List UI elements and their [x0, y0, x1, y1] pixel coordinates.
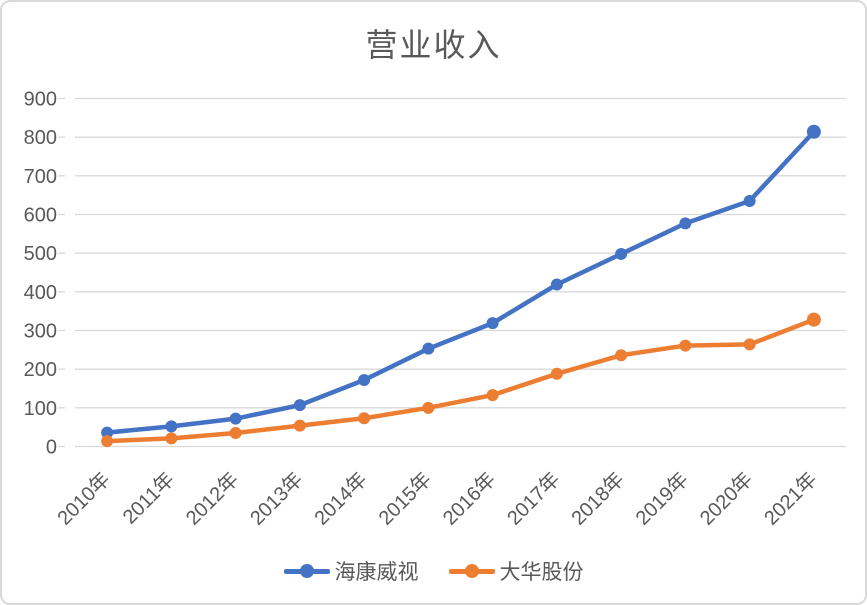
legend-label: 海康威视: [334, 561, 419, 584]
legend-line-marker-icon: [283, 564, 330, 578]
svg-text:100: 100: [24, 398, 57, 420]
svg-text:500: 500: [24, 243, 57, 265]
chart-title: 营业收入: [365, 27, 502, 63]
legend-dot-icon: [464, 564, 479, 578]
svg-text:2016年: 2016年: [438, 468, 500, 530]
svg-text:900: 900: [24, 89, 57, 111]
svg-text:200: 200: [24, 359, 57, 381]
svg-text:700: 700: [24, 166, 57, 188]
svg-text:2015年: 2015年: [374, 468, 436, 530]
legend-item-series-0: 海康威视: [283, 556, 419, 586]
svg-text:2011年: 2011年: [118, 468, 179, 529]
svg-text:2019年: 2019年: [631, 468, 693, 530]
svg-text:400: 400: [24, 282, 57, 304]
svg-text:2020年: 2020年: [695, 468, 757, 530]
svg-text:2017年: 2017年: [503, 468, 565, 530]
svg-text:2021年: 2021年: [760, 468, 822, 530]
svg-text:2010年: 2010年: [53, 468, 115, 530]
svg-text:600: 600: [24, 205, 57, 227]
svg-text:2018年: 2018年: [567, 468, 629, 530]
legend: 海康威视 大华股份: [2, 556, 865, 586]
svg-text:2012年: 2012年: [181, 468, 243, 530]
svg-text:0: 0: [46, 437, 57, 459]
legend-label: 大华股份: [499, 561, 584, 584]
legend-dot-icon: [299, 564, 314, 578]
svg-text:2014年: 2014年: [310, 468, 372, 530]
legend-line-marker-icon: [448, 564, 495, 578]
svg-text:800: 800: [24, 127, 57, 149]
svg-text:2013年: 2013年: [246, 468, 308, 530]
svg-text:300: 300: [24, 321, 57, 343]
legend-item-series-1: 大华股份: [448, 556, 584, 586]
